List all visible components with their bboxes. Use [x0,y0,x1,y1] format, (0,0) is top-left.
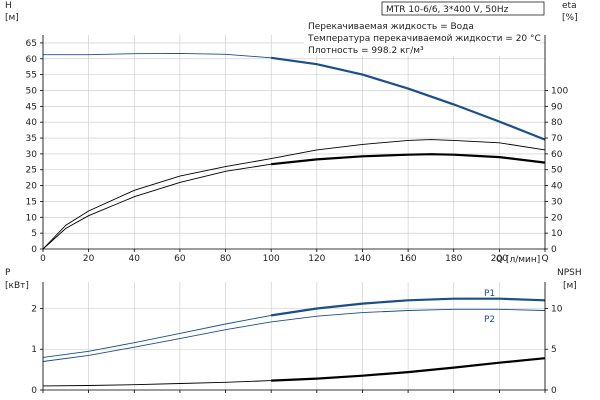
x-tick-label: 160 [399,254,416,264]
bottom-plot-axes [42,282,546,391]
bottom-series-bold-2 [271,357,546,382]
x-tick-label-q: Q [541,254,548,264]
bottom-right-tick-label: 0 [551,386,557,396]
bottom-series-bold-0 [271,297,546,317]
model-label-frame [381,1,545,16]
top-left-tick-label: 5 [31,229,37,239]
bottom-left-tick-label: 0 [31,386,37,396]
top-right-tick-label: 80 [551,118,563,128]
bottom-right-tick-label: 10 [551,304,563,314]
model-label-box: MTR 10-6/6, 3*400 V, 50Hz [381,1,545,16]
info-density: Плотность = 998.2 кг/м³ [308,46,424,56]
bottom-left-tick-label: 1 [31,345,37,355]
head-axis-unit: [м] [5,13,19,23]
top-left-tick-label: 30 [26,150,38,160]
top-right-tick-label: 50 [551,166,563,176]
bottom-series-line-1 [42,308,546,362]
x-tick-label: 120 [308,254,325,264]
info-text-backdrop [304,18,540,56]
bottom-plot-series [42,297,546,387]
power-axis-label: P [5,268,11,278]
x-tick-label: 100 [263,254,280,264]
eta-axis-label: eta [562,1,577,11]
top-series-line-1 [42,139,546,250]
top-right-tick-label: 40 [551,182,563,192]
bottom-right-tick-label: 5 [551,345,557,355]
x-tick-label: 40 [129,254,141,264]
info-temperature: Температура перекачиваемой жидкости = 20… [307,34,541,44]
model-label: MTR 10-6/6, 3*400 V, 50Hz [386,5,509,15]
top-series-bold-2 [271,153,546,166]
x-tick-label: 200 [491,254,508,264]
x-tick-label: 60 [174,254,186,264]
top-plot-ticks: 0 20 40 60 80 100 120 140 160 180 200 Q051015202530… [26,39,569,264]
top-left-tick-label: 15 [26,197,37,207]
top-right-tick-label: 20 [551,213,563,223]
bottom-plot-ticks: 0 1 2 0 5 10 [31,304,562,396]
x-tick-label: 80 [220,254,232,264]
top-series-bold-0 [271,56,546,141]
flow-axis-label: Q [л/мин] [496,255,540,265]
npsh-axis-label: NPSH [557,268,582,278]
top-left-tick-label: 50 [26,86,38,96]
top-left-tick-label: 65 [26,39,37,49]
top-left-tick-label: 35 [26,134,37,144]
top-left-tick-label: 25 [26,166,37,176]
x-tick-label: 20 [83,254,95,264]
bottom-left-tick-label: 2 [31,304,37,314]
npsh-axis-unit: [м] [563,281,577,291]
top-plot-axes [42,35,546,250]
top-right-tick-label: 90 [551,102,563,112]
top-left-tick-label: 20 [26,182,38,192]
info-liquid: Перекачиваемая жидкость = Вода [308,22,474,32]
top-left-tick-label: 40 [26,118,38,128]
top-plot-series [42,52,546,250]
top-right-tick-label: 60 [551,150,563,160]
top-left-tick-label: 0 [31,245,37,255]
top-right-tick-label: 100 [551,86,568,96]
series-label-p1: P1 [484,289,495,299]
x-tick-label: 0 [40,254,46,264]
power-axis-unit: [кВт] [5,281,29,291]
x-tick-label: 140 [354,254,371,264]
eta-axis-unit: [%] [562,13,578,23]
series-label-p2: P2 [484,315,495,325]
top-left-tick-label: 55 [26,71,37,81]
top-left-tick-label: 10 [26,213,38,223]
top-right-tick-label: 0 [551,245,557,255]
x-tick-label: 180 [445,254,462,264]
top-right-tick-label: 70 [551,134,563,144]
head-axis-label: H [5,1,12,11]
info-text: Перекачиваемая жидкость = Вода Температу… [304,18,541,56]
top-left-tick-label: 60 [26,55,38,65]
top-right-tick-label: 10 [551,229,563,239]
top-right-tick-label: 30 [551,197,563,207]
top-left-tick-label: 45 [26,102,37,112]
